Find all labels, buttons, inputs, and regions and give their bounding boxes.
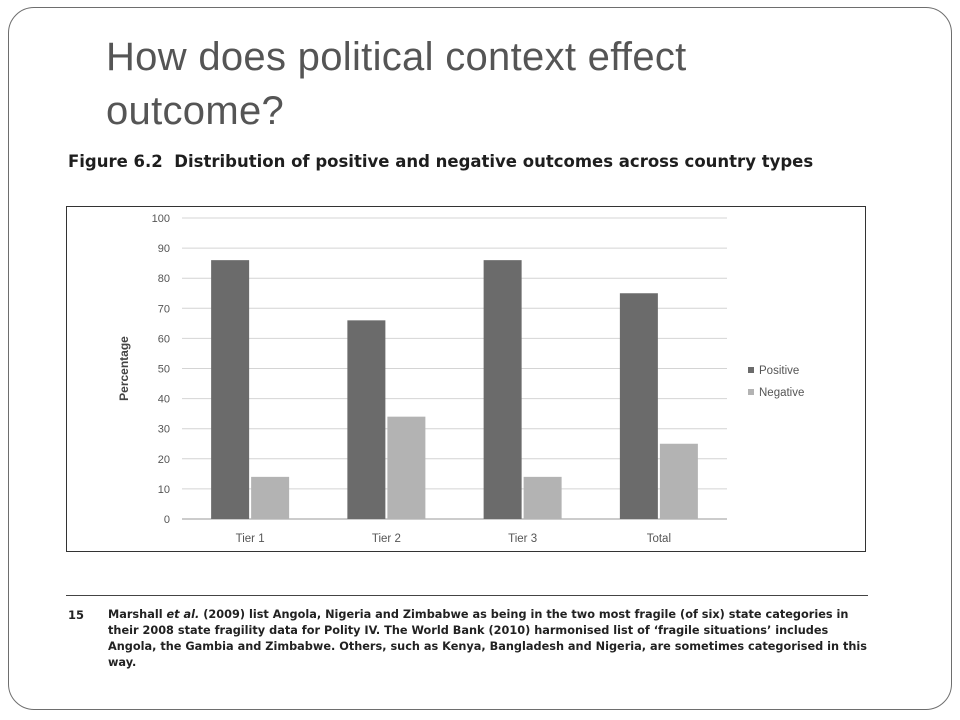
figure-caption: Figure 6.2 Distribution of positive and … [68, 152, 868, 171]
bar-positive-tier-2 [347, 320, 386, 519]
bar-positive-total [619, 293, 658, 519]
footnote-author: Marshall [108, 608, 163, 621]
bar-negative-tier-3 [523, 476, 562, 519]
x-tick-label: Total [647, 533, 671, 545]
footnote-number: 15 [68, 608, 85, 622]
footnote-divider [66, 595, 868, 596]
bar-negative-tier-2 [387, 416, 426, 519]
y-tick-label: 100 [152, 213, 170, 225]
x-tick-label: Tier 3 [508, 533, 537, 545]
bar-positive-tier-3 [483, 260, 522, 519]
figure-caption-text: Distribution of positive and negative ou… [174, 152, 814, 171]
y-tick-label: 90 [158, 243, 170, 255]
footnote-et-al: et al. [166, 608, 200, 621]
y-tick-label: 80 [158, 273, 170, 285]
chart-box: 0 10 20 30 40 50 60 70 80 90 100 Percentage Tier 1 Ti… [66, 206, 866, 552]
figure-label: Figure 6.2 [68, 152, 163, 171]
y-tick-label: 20 [158, 454, 170, 466]
footnote-body: (2009) list Angola, Nigeria and Zimbabwe… [108, 608, 868, 669]
bar-negative-tier-1 [251, 476, 290, 519]
y-tick-label: 70 [158, 303, 170, 315]
x-tick-label: Tier 2 [372, 533, 401, 545]
legend-swatch-negative [748, 389, 754, 395]
x-tick-label: Tier 1 [236, 533, 265, 545]
legend-swatch-positive [748, 367, 754, 373]
y-tick-label: 40 [158, 394, 170, 406]
y-axis-label: Percentage [117, 336, 131, 401]
bar-negative-total [659, 443, 698, 519]
bar-chart: 0 10 20 30 40 50 60 70 80 90 100 Percentage Tier 1 Ti… [117, 213, 804, 545]
bar-positive-tier-1 [211, 260, 250, 519]
footnote-text: Marshall et al. (2009) list Angola, Nige… [108, 607, 868, 671]
legend-label-negative: Negative [759, 387, 804, 399]
legend-label-positive: Positive [759, 365, 799, 377]
y-tick-label: 0 [164, 514, 170, 526]
y-tick-label: 60 [158, 333, 170, 345]
y-tick-label: 10 [158, 484, 170, 496]
y-tick-label: 50 [158, 364, 170, 376]
slide-title: How does political context effect outcom… [106, 35, 687, 133]
slide-frame [8, 7, 952, 710]
y-tick-label: 30 [158, 424, 170, 436]
